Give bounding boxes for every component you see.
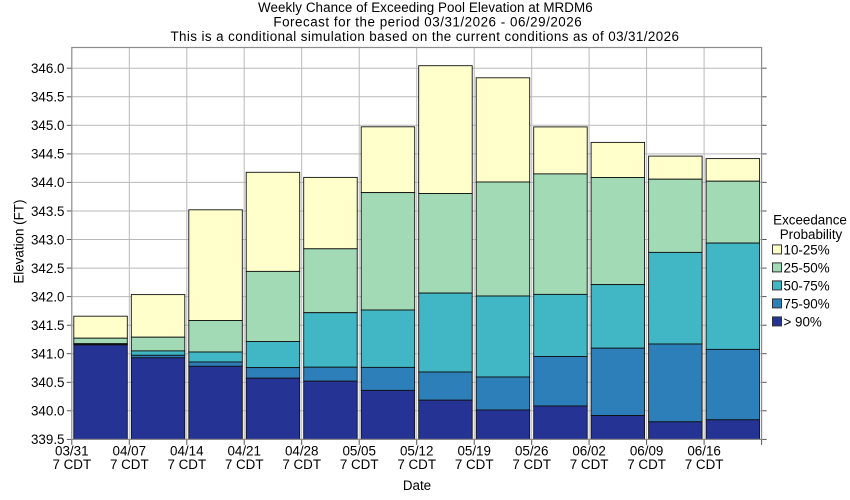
svg-text:04/14: 04/14 [170, 443, 204, 458]
svg-text:25-50%: 25-50% [784, 260, 830, 275]
svg-text:7 CDT: 7 CDT [52, 457, 91, 472]
svg-text:Forecast for the period 03/31/: Forecast for the period 03/31/2026 - 06/… [273, 15, 582, 30]
svg-text:345.5: 345.5 [31, 90, 65, 105]
svg-text:7 CDT: 7 CDT [512, 457, 551, 472]
svg-text:7 CDT: 7 CDT [282, 457, 321, 472]
svg-text:7 CDT: 7 CDT [455, 457, 494, 472]
svg-text:7 CDT: 7 CDT [627, 457, 666, 472]
svg-text:05/05: 05/05 [342, 443, 376, 458]
svg-text:7 CDT: 7 CDT [167, 457, 206, 472]
svg-text:7 CDT: 7 CDT [225, 457, 264, 472]
svg-text:340.0: 340.0 [31, 404, 65, 419]
svg-text:75-90%: 75-90% [784, 296, 830, 311]
svg-text:04/28: 04/28 [285, 443, 319, 458]
svg-text:This is a conditional simulati: This is a conditional simulation based o… [170, 29, 679, 44]
svg-text:Elevation (FT): Elevation (FT) [12, 200, 27, 284]
svg-text:342.5: 342.5 [31, 261, 65, 276]
svg-text:7 CDT: 7 CDT [340, 457, 379, 472]
svg-text:Weekly Chance of Exceeding Poo: Weekly Chance of Exceeding Pool Elevatio… [258, 0, 593, 15]
svg-text:7 CDT: 7 CDT [397, 457, 436, 472]
svg-text:341.0: 341.0 [31, 347, 65, 362]
svg-text:341.5: 341.5 [31, 318, 65, 333]
svg-text:05/19: 05/19 [457, 443, 491, 458]
svg-text:06/16: 06/16 [687, 443, 721, 458]
svg-text:05/26: 05/26 [515, 443, 549, 458]
svg-text:Probability: Probability [780, 227, 843, 242]
svg-text:04/21: 04/21 [227, 443, 261, 458]
svg-text:344.5: 344.5 [31, 147, 65, 162]
svg-text:> 90%: > 90% [784, 314, 822, 329]
svg-text:Date: Date [403, 478, 431, 493]
svg-text:10-25%: 10-25% [784, 242, 830, 257]
svg-text:7 CDT: 7 CDT [570, 457, 609, 472]
svg-text:343.0: 343.0 [31, 232, 65, 247]
svg-text:06/09: 06/09 [630, 443, 664, 458]
svg-text:339.5: 339.5 [31, 432, 65, 447]
svg-text:342.0: 342.0 [31, 289, 65, 304]
svg-text:343.5: 343.5 [31, 204, 65, 219]
svg-text:346.0: 346.0 [31, 61, 65, 76]
svg-text:Exceedance: Exceedance [773, 213, 847, 228]
svg-text:06/02: 06/02 [572, 443, 606, 458]
svg-text:03/31: 03/31 [55, 443, 89, 458]
svg-text:340.5: 340.5 [31, 375, 65, 390]
svg-text:04/07: 04/07 [113, 443, 147, 458]
svg-text:344.0: 344.0 [31, 175, 65, 190]
svg-text:7 CDT: 7 CDT [110, 457, 149, 472]
svg-text:05/12: 05/12 [400, 443, 434, 458]
svg-text:345.0: 345.0 [31, 118, 65, 133]
svg-text:50-75%: 50-75% [784, 278, 830, 293]
svg-text:7 CDT: 7 CDT [685, 457, 724, 472]
